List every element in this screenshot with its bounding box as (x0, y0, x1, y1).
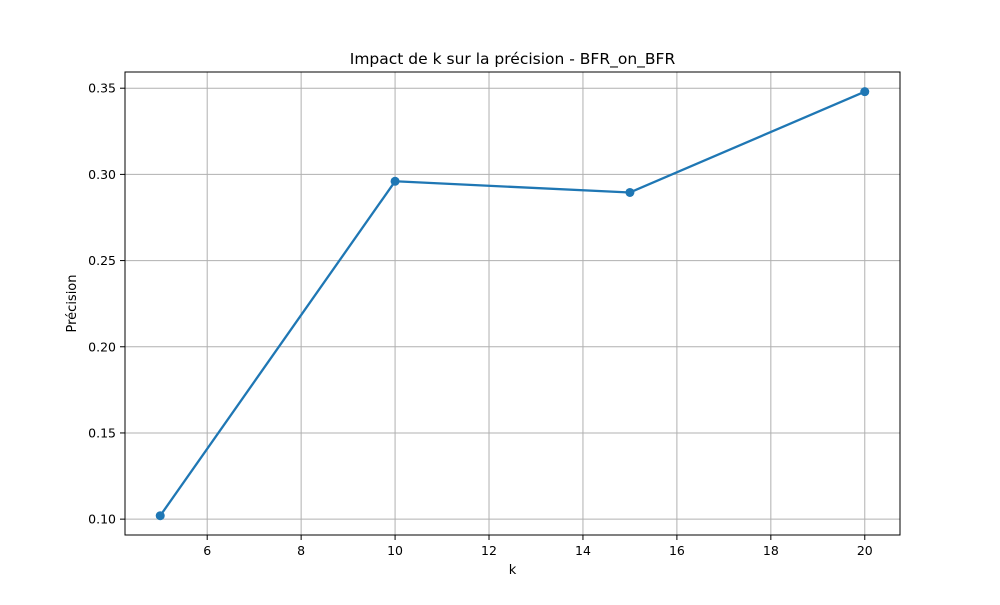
y-tick-label: 0.15 (88, 425, 116, 440)
x-tick-label: 12 (481, 543, 497, 558)
x-tick-label: 18 (763, 543, 779, 558)
x-axis-label: k (509, 563, 517, 578)
x-tick-label: 8 (297, 543, 305, 558)
y-tick-label: 0.25 (88, 253, 116, 268)
x-tick-label: 20 (857, 543, 873, 558)
axis-ticks: 6 8 10 12 14 16 18 20 0.10 0.15 0.20 0.25 0.30 0.35 (88, 81, 873, 558)
y-tick-label: 0.10 (88, 512, 116, 527)
data-point (625, 187, 635, 197)
series-layer (155, 87, 870, 521)
series-line (159, 90, 866, 517)
data-point (390, 176, 400, 186)
chart-title: Impact de k sur la précision - BFR_on_BF… (350, 50, 676, 69)
y-axis-label: Précision (65, 274, 80, 332)
plot-frame (124, 71, 901, 536)
x-tick-label: 6 (203, 543, 211, 558)
x-tick-label: 14 (575, 543, 591, 558)
data-point (860, 87, 870, 97)
y-tick-label: 0.20 (88, 339, 116, 354)
x-tick-label: 16 (669, 543, 685, 558)
y-tick-label: 0.30 (88, 167, 116, 182)
y-tick-label: 0.35 (88, 81, 116, 96)
x-tick-label: 10 (387, 543, 403, 558)
grid-lines (125, 72, 900, 535)
data-point (155, 511, 165, 521)
